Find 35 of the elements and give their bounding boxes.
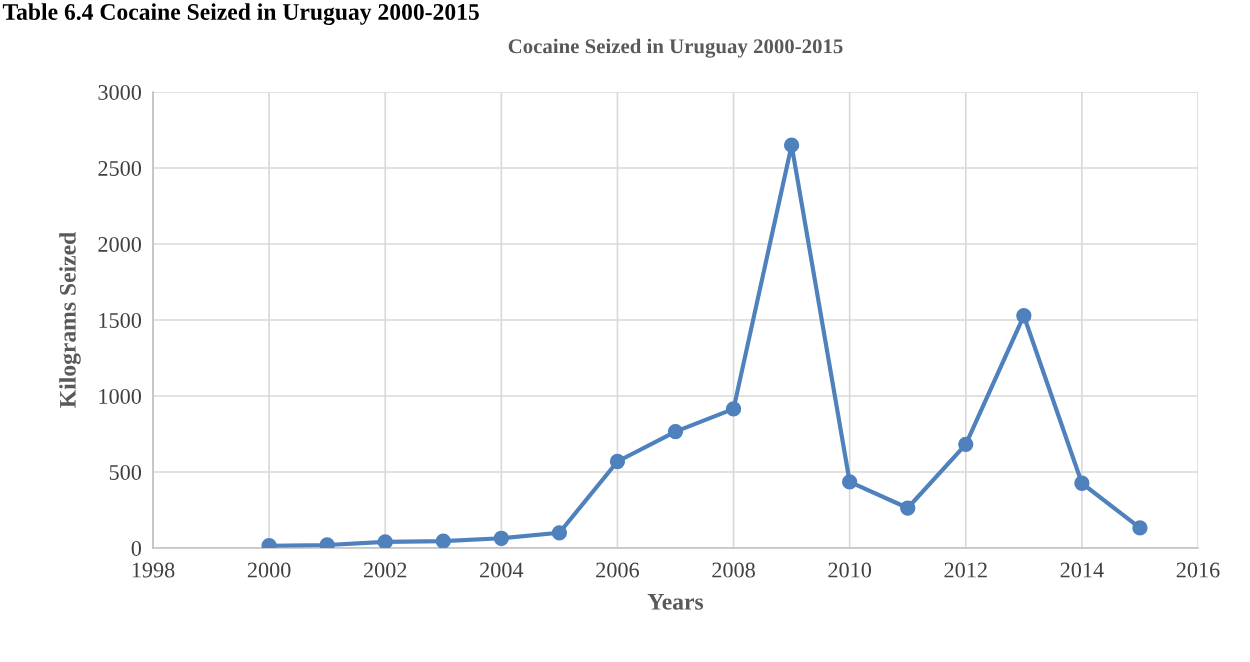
y-tick-label: 2500 <box>98 160 142 176</box>
point <box>377 534 393 548</box>
x-tick-label: 2000 <box>247 562 291 578</box>
x-tick-label: 2014 <box>1060 562 1104 578</box>
point <box>609 453 626 470</box>
point <box>667 423 684 440</box>
x-tick-label: 2004 <box>480 562 524 578</box>
y-axis-title: Kilograms Seized <box>59 232 81 408</box>
y-tick-label: 1500 <box>99 312 142 328</box>
y-tick-label: 1000 <box>99 388 142 404</box>
x-tick-label: 2002 <box>363 562 407 578</box>
point <box>493 530 509 546</box>
point <box>783 137 800 153</box>
x-tick-label: 2010 <box>828 562 872 578</box>
x-tick-label: 2012 <box>944 562 987 578</box>
chart-title: Cocaine Seized in Uruguay 2000-2015 <box>508 38 843 58</box>
x-tick-label: 2006 <box>596 562 639 578</box>
y-tick-label: 500 <box>109 464 142 480</box>
point <box>435 533 451 548</box>
point <box>1016 308 1032 324</box>
point <box>1074 475 1090 491</box>
caption: Table 6.4 Cocaine Seized in Uruguay 2000-2015 <box>2 3 479 25</box>
point <box>958 436 974 452</box>
point <box>900 500 916 516</box>
y-tick-label: 0 <box>131 540 142 556</box>
point <box>725 401 742 417</box>
x-axis-title: Years <box>647 594 704 610</box>
point <box>551 525 568 541</box>
y-tick-label: 2000 <box>98 236 142 252</box>
point <box>842 474 858 490</box>
x-tick-label: 1998 <box>132 562 175 578</box>
x-tick-label: 2008 <box>712 562 755 578</box>
y-tick-label: 3000 <box>98 84 142 100</box>
point <box>1132 520 1148 536</box>
x-tick-label: 2016 <box>1176 562 1220 578</box>
